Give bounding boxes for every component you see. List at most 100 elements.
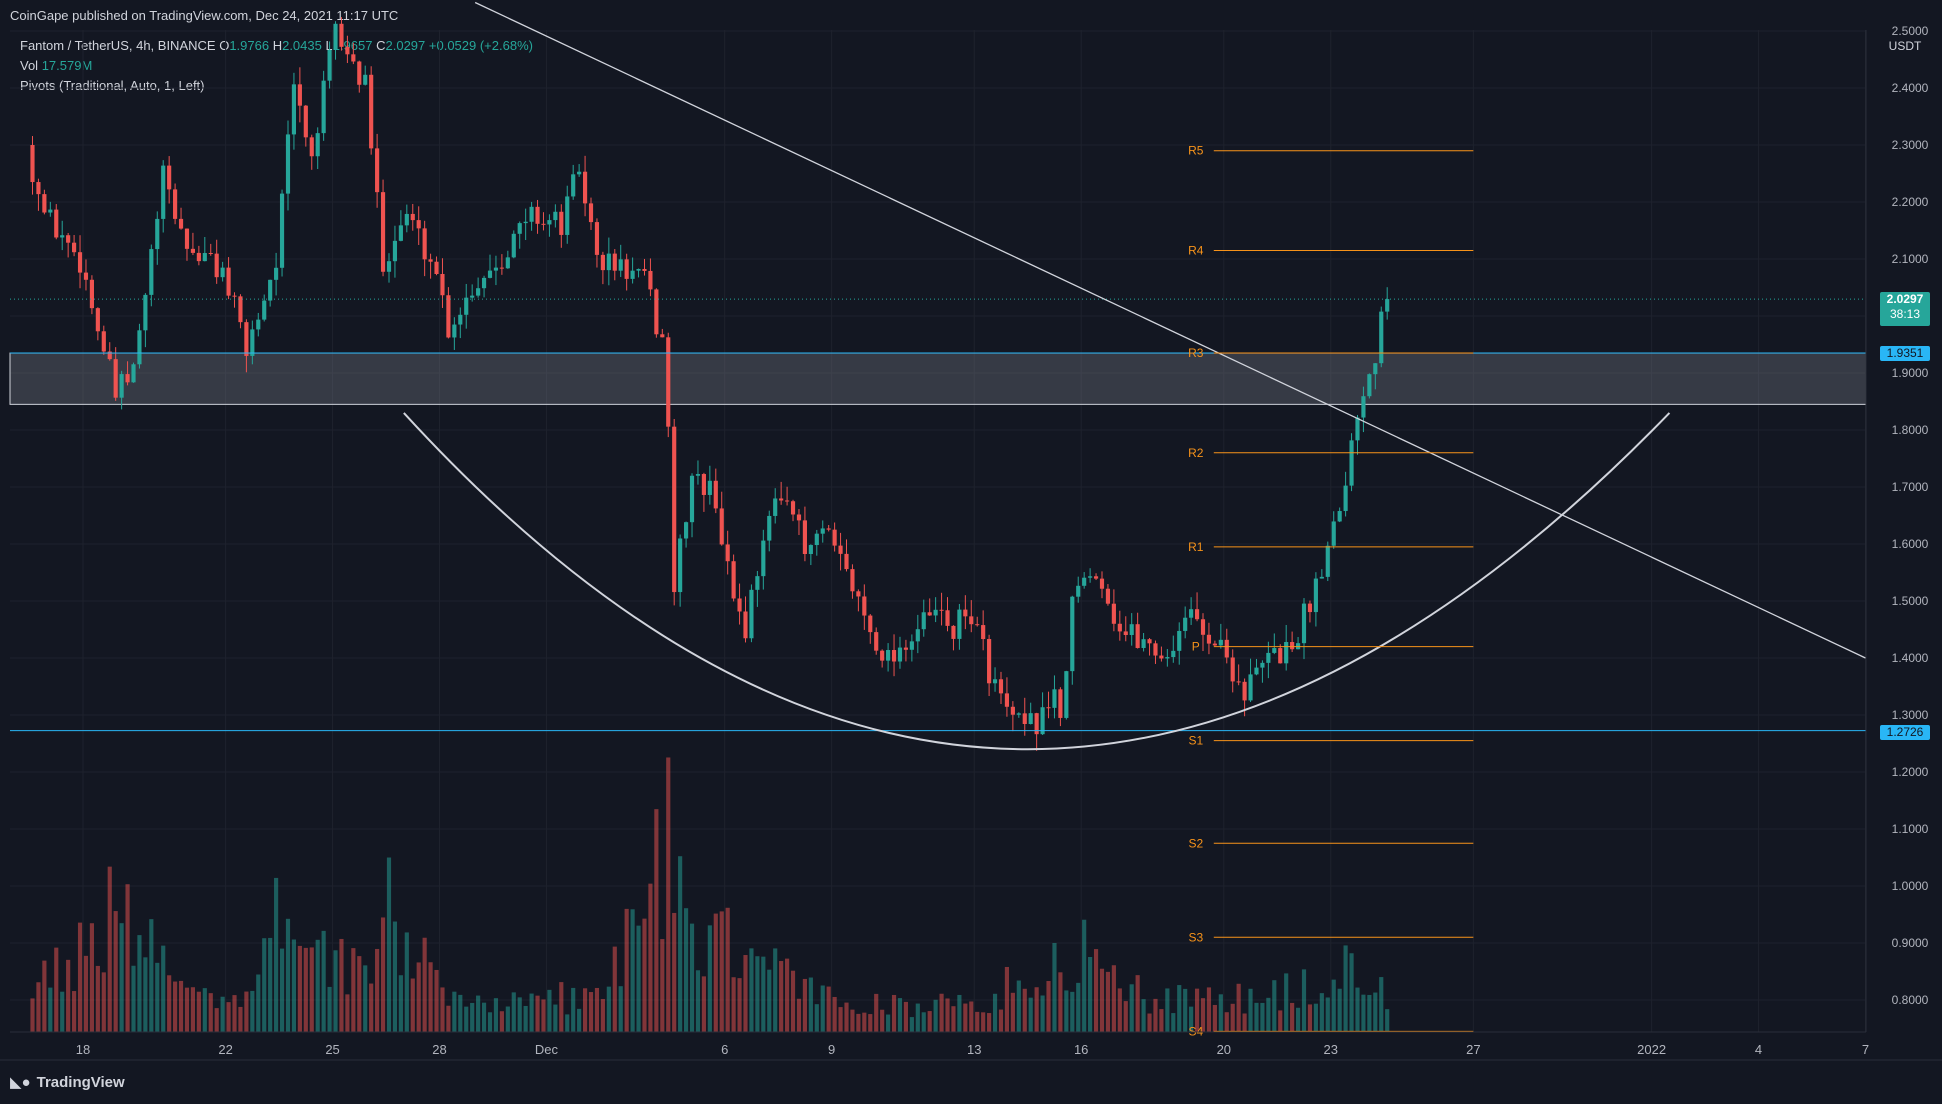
- time-tick-label: 22: [218, 1042, 232, 1057]
- volume-bar: [707, 925, 712, 1032]
- price-tick-label: 1.8000: [1892, 423, 1929, 437]
- candle-body: [767, 515, 772, 541]
- price-tick-label: 1.9000: [1892, 366, 1929, 380]
- volume-bar: [1064, 990, 1069, 1032]
- volume-bar: [321, 930, 326, 1032]
- candle-body: [470, 295, 475, 298]
- pivot-label: R5: [1188, 144, 1204, 158]
- volume-bar: [683, 908, 689, 1032]
- candle-body: [1254, 667, 1259, 675]
- time-axis: 18 22 25 28 Dec 6 9 13 16 20 23 27 2022 4 7: [0, 1031, 1942, 1061]
- volume-bar: [957, 994, 962, 1032]
- candle-body: [357, 61, 362, 85]
- volume-bar: [1183, 988, 1188, 1032]
- price-axis: 0.8000 0.9000 1.0000 1.1000 1.2000 1.3000 1.40…: [1865, 0, 1942, 1104]
- price-tick-label: 1.6000: [1892, 537, 1929, 551]
- candle-body: [351, 54, 356, 62]
- volume-bar: [547, 989, 552, 1032]
- candle-body: [262, 300, 267, 320]
- candle-body: [523, 221, 528, 224]
- volume-bar: [767, 969, 772, 1032]
- volume-bar: [618, 986, 623, 1032]
- time-tick-label: 18: [76, 1042, 90, 1057]
- volume-bar: [975, 1011, 980, 1032]
- volume-bar: [256, 974, 261, 1032]
- candle-body: [1165, 657, 1170, 659]
- level-upper-tag: 1.9351: [1880, 346, 1930, 361]
- volume-bar: [1284, 973, 1289, 1032]
- candle-body: [535, 206, 540, 224]
- candle-body: [214, 253, 219, 278]
- candle-body: [802, 520, 807, 555]
- price-tick-label: 0.8000: [1892, 993, 1929, 1007]
- volume-bar: [398, 975, 403, 1032]
- tradingview-logo[interactable]: ◣● TradingView: [10, 1073, 125, 1091]
- volume-bar: [1117, 988, 1122, 1032]
- volume-legend[interactable]: Vol 17.579M: [20, 58, 92, 73]
- candle-body: [375, 148, 380, 193]
- candle-body: [60, 235, 65, 238]
- candle-body: [107, 351, 112, 360]
- volume-bar: [416, 962, 421, 1032]
- volume-bar: [1248, 988, 1253, 1032]
- volume-bar: [689, 923, 695, 1032]
- candle-body: [1040, 707, 1045, 735]
- volume-bar: [262, 938, 267, 1032]
- candle-body: [1159, 655, 1164, 659]
- candle-body: [167, 165, 172, 190]
- volume-bar: [392, 921, 398, 1032]
- candle-body: [369, 74, 374, 149]
- candle-body: [909, 641, 914, 650]
- volume-bar: [1319, 993, 1324, 1032]
- pivot-label: S3: [1188, 930, 1203, 944]
- volume-bar: [476, 995, 481, 1032]
- volume-bar: [1194, 988, 1200, 1032]
- candle-body: [891, 650, 897, 662]
- volume-bar: [303, 947, 308, 1032]
- volume-bar: [470, 1002, 475, 1032]
- volume-bar: [369, 983, 374, 1032]
- candle-body: [1093, 576, 1099, 579]
- volume-bar: [155, 962, 160, 1032]
- candle-body: [1004, 693, 1010, 707]
- volume-bar: [1349, 953, 1354, 1032]
- volume-bar: [719, 911, 724, 1032]
- candle-body: [1064, 671, 1069, 718]
- volume-bar: [1099, 968, 1105, 1032]
- volume-bar: [874, 993, 879, 1032]
- volume-bar: [933, 999, 938, 1032]
- candle-body: [95, 308, 100, 332]
- volume-bar: [66, 959, 71, 1032]
- symbol-title[interactable]: Fantom / TetherUS, 4h, BINANCE: [20, 38, 216, 53]
- candle-body: [345, 46, 350, 55]
- candle-body: [1147, 639, 1152, 644]
- volume-bar: [375, 948, 380, 1032]
- candle-body: [1313, 578, 1318, 613]
- candle-body: [773, 498, 778, 516]
- volume-bar: [89, 923, 94, 1032]
- candle-body: [464, 297, 469, 315]
- candle-body: [796, 514, 802, 521]
- candle-body: [493, 267, 499, 271]
- volume-bar: [1082, 919, 1087, 1032]
- candle-body: [119, 374, 124, 398]
- time-tick-label: 16: [1074, 1042, 1088, 1057]
- candle-body: [814, 533, 819, 546]
- volume-bar: [571, 987, 576, 1032]
- candle-body: [321, 80, 326, 134]
- volume-bar: [1189, 1006, 1194, 1032]
- volume-bar: [1260, 1002, 1265, 1032]
- volume-bar: [559, 982, 564, 1032]
- volume-bar: [600, 999, 605, 1032]
- volume-bar: [487, 1012, 493, 1032]
- volume-bar: [582, 988, 588, 1032]
- candle-body: [648, 270, 653, 290]
- volume-bar: [909, 1017, 914, 1032]
- pivot-label: S2: [1188, 836, 1203, 850]
- pivot-label: S1: [1188, 734, 1203, 748]
- pivots-legend[interactable]: Pivots (Traditional, Auto, 1, Left): [20, 78, 205, 93]
- candle-body: [826, 528, 831, 530]
- candle-body: [582, 171, 588, 204]
- volume-bar: [1040, 995, 1045, 1032]
